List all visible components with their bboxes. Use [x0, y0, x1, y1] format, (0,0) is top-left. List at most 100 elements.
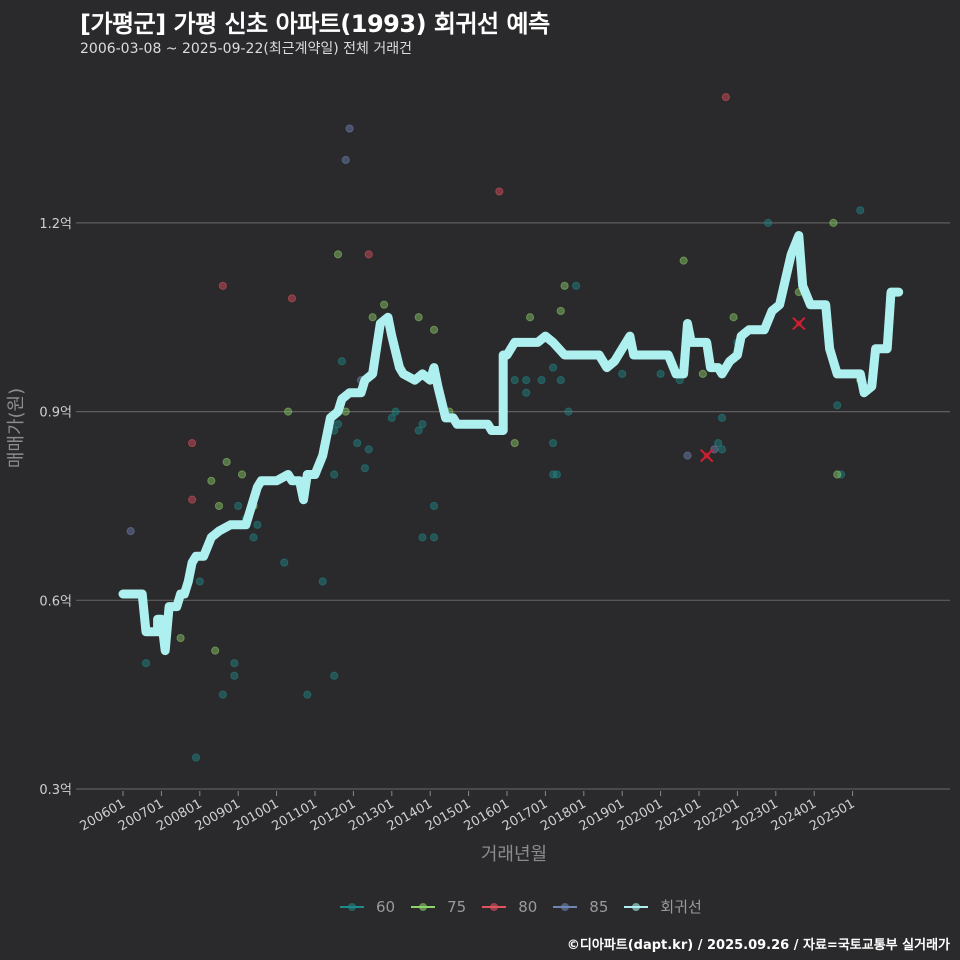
- legend-swatch-icon: [624, 901, 649, 913]
- x-axis-ticks: 2006012007012008012009012010012011012012…: [78, 791, 858, 834]
- data-point-60: [656, 369, 665, 378]
- data-point-60: [249, 533, 258, 542]
- data-point-75: [560, 281, 569, 290]
- data-point-60: [230, 671, 239, 680]
- data-point-75: [510, 438, 519, 448]
- data-point-75: [525, 313, 535, 322]
- y-tick-label: 0.9억: [39, 406, 72, 421]
- y-axis-ticks: 0.3억 0.6억 0.9억 1.2억: [39, 217, 72, 798]
- grid-lines: [76, 222, 950, 790]
- data-point-60: [537, 376, 546, 385]
- y-tick-label: 0.3억: [39, 783, 72, 798]
- data-point-75: [222, 457, 231, 467]
- data-point-60: [856, 206, 865, 215]
- data-point-75: [556, 306, 565, 316]
- legend-label: 85: [589, 897, 609, 916]
- y-tick-label: 1.2억: [39, 217, 72, 232]
- legend-item-2: 80: [482, 898, 537, 916]
- data-point-60: [333, 420, 343, 429]
- data-point-60: [564, 407, 573, 416]
- data-point-85: [341, 155, 350, 165]
- data-point-75: [833, 470, 842, 479]
- data-point-75: [211, 646, 220, 655]
- data-point-60: [717, 413, 727, 422]
- data-point-60: [833, 401, 842, 410]
- marker-dot: [795, 320, 802, 327]
- chart-title: [가평군] 가평 신초 아파트(1993) 회귀선 예측: [80, 10, 550, 38]
- data-point-60: [556, 376, 565, 385]
- data-point-60: [337, 357, 346, 366]
- data-point-60: [429, 533, 439, 542]
- legend-label: 75: [447, 897, 467, 916]
- data-point-80: [495, 187, 504, 196]
- data-point-60: [387, 413, 396, 422]
- x-axis-title: 거래년월: [481, 844, 547, 865]
- data-point-80: [721, 93, 730, 102]
- legend-swatch-icon: [482, 901, 507, 913]
- footer-credit: ©디아파트(dapt.kr) / 2025.09.26 / 자료=국토교통부 실…: [566, 938, 950, 953]
- data-point-60: [218, 690, 227, 699]
- legend-swatch-icon: [553, 901, 578, 913]
- data-point-60: [548, 438, 558, 448]
- legend-label: 60: [376, 897, 396, 916]
- data-point-60: [522, 388, 531, 397]
- data-point-60: [714, 438, 723, 448]
- marker-dot: [703, 452, 710, 459]
- data-point-85: [126, 527, 135, 536]
- data-point-60: [303, 690, 312, 699]
- data-point-60: [234, 501, 243, 511]
- legend-item-0: 60: [340, 898, 395, 916]
- data-point-60: [522, 376, 531, 385]
- data-point-60: [391, 407, 400, 416]
- data-point-80: [188, 438, 197, 448]
- legend-item-1: 75: [411, 898, 466, 916]
- data-point-80: [188, 495, 197, 504]
- legend-item-3: 85: [553, 898, 608, 916]
- data-point-80: [218, 281, 227, 290]
- legend-swatch-icon: [411, 901, 436, 913]
- legend-swatch-icon: [340, 901, 364, 913]
- legend: 60 75 80 85 회귀선: [340, 896, 718, 917]
- data-point-75: [729, 313, 738, 322]
- data-point-85: [683, 451, 692, 460]
- y-tick-label: 0.6억: [39, 594, 72, 609]
- data-point-60: [253, 520, 262, 529]
- chart-subtitle: 2006-03-08 ~ 2025-09-22(최근계약일) 전체 거래건: [80, 41, 412, 57]
- legend-label: 80: [518, 897, 538, 916]
- data-point-60: [330, 470, 339, 479]
- data-point-60: [191, 753, 201, 762]
- data-point-60: [364, 445, 373, 454]
- data-point-75: [333, 250, 343, 259]
- data-point-60: [418, 420, 427, 429]
- data-point-60: [429, 501, 439, 511]
- data-point-75: [679, 256, 688, 265]
- data-point-75: [176, 633, 185, 643]
- data-point-60: [418, 533, 427, 542]
- forecast-markers: [699, 316, 806, 463]
- data-point-75: [429, 325, 439, 334]
- y-axis-title: 매매가(원): [6, 388, 27, 468]
- data-point-75: [414, 313, 423, 322]
- data-point-60: [510, 376, 519, 385]
- data-point-60: [618, 369, 627, 378]
- data-point-60: [353, 438, 362, 448]
- data-point-60: [141, 659, 151, 668]
- data-point-75: [284, 407, 293, 416]
- data-point-60: [764, 218, 773, 227]
- data-point-60: [318, 577, 327, 586]
- data-point-60: [230, 659, 239, 668]
- data-point-60: [330, 671, 339, 680]
- data-point-75: [368, 313, 377, 322]
- data-point-75: [380, 300, 389, 309]
- data-point-60: [414, 426, 423, 435]
- data-point-80: [364, 250, 373, 259]
- data-point-60: [548, 363, 558, 372]
- legend-label: 회귀선: [660, 898, 702, 916]
- data-point-60: [195, 577, 204, 586]
- scatter-points: [126, 93, 865, 762]
- data-point-75: [829, 218, 838, 227]
- regression-line: [118, 231, 904, 656]
- data-point-75: [214, 501, 224, 511]
- data-point-80: [287, 294, 297, 303]
